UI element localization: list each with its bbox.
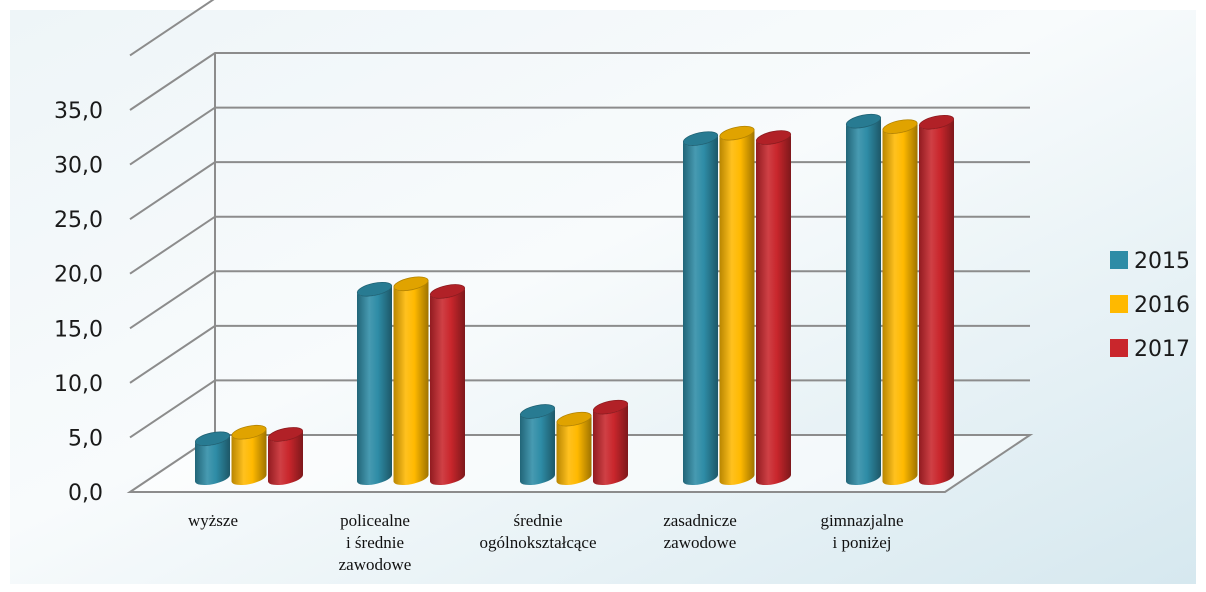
bar-top: [918, 114, 955, 130]
bar-2017-1: [429, 284, 466, 486]
bar-top: [755, 130, 792, 145]
bar-top: [592, 399, 629, 415]
bar-top: [393, 276, 429, 292]
y-tick-label: 5,0: [68, 426, 103, 451]
bar-2017-4: [918, 114, 955, 486]
bar-2017-2: [592, 399, 629, 486]
bar-2016-4: [882, 119, 918, 486]
y-tick-label: 10,0: [54, 372, 103, 397]
bar-2017-3: [755, 130, 792, 486]
bar-2016-1: [393, 276, 429, 486]
y-tick-label: 15,0: [54, 317, 103, 342]
legend-label: 2015: [1134, 249, 1190, 274]
bar-body: [719, 129, 755, 486]
bar-2016-3: [719, 125, 755, 486]
bar-top: [231, 424, 267, 440]
legend-swatch: [1110, 251, 1128, 269]
bar-2017-0: [267, 427, 304, 486]
x-category-label: zawodowe: [664, 533, 737, 552]
y-tick-label: 20,0: [54, 263, 103, 288]
bar-body: [520, 408, 556, 486]
bar-top: [519, 404, 556, 419]
x-category-label: zawodowe: [339, 555, 412, 574]
bar-body: [556, 415, 592, 486]
x-category-label: ogólnokształcące: [479, 533, 596, 552]
x-category-label: policealne: [340, 511, 410, 530]
bar-body: [593, 403, 629, 486]
y-tick-label: 25,0: [54, 208, 103, 233]
legend-label: 2016: [1134, 293, 1190, 318]
bar-top: [882, 119, 918, 134]
x-category-label: i poniżej: [832, 533, 891, 552]
bar-2015-0: [194, 431, 231, 486]
bar-body: [756, 134, 792, 486]
bar-body: [683, 135, 719, 486]
x-axis-categories: wyższe policealne i średnie zawodowe średnie…: [188, 511, 904, 574]
bar-body: [195, 435, 231, 486]
x-category-label: zasadnicze: [663, 511, 737, 530]
bar-body: [919, 118, 955, 486]
legend-swatch: [1110, 295, 1128, 313]
bar-body: [846, 117, 882, 486]
chart-background: [10, 10, 1196, 584]
bar-2015-4: [845, 113, 882, 486]
gridline: [129, 52, 1030, 111]
bar-body: [357, 285, 393, 486]
bar-2015-2: [519, 404, 556, 486]
legend-label: 2017: [1134, 337, 1190, 362]
bar-top: [356, 281, 393, 297]
bar-top: [194, 431, 231, 447]
bars: [194, 113, 955, 486]
bar-2016-2: [556, 411, 592, 486]
x-category-label: gimnazjalne: [820, 511, 903, 530]
gridline: [129, 0, 215, 57]
y-tick-label: 35,0: [54, 99, 103, 124]
bar-body: [231, 428, 267, 486]
x-category-label: i średnie: [346, 533, 404, 552]
bar-top: [845, 113, 882, 129]
legend-item-2017: 2017: [1110, 337, 1190, 362]
bar-body: [393, 280, 429, 486]
bar-body: [430, 287, 466, 486]
bar-2015-1: [356, 281, 393, 486]
x-category-label: wyższe: [188, 511, 238, 530]
legend: 2015 2016 2017: [1110, 249, 1190, 362]
bar-2016-0: [231, 424, 267, 486]
bar-body: [268, 430, 304, 486]
bar-top: [682, 131, 719, 146]
gridline: [129, 106, 1030, 166]
bar-top: [719, 125, 755, 141]
y-tick-label: 0,0: [68, 481, 103, 506]
bar-top: [429, 284, 466, 299]
y-axis-ticks: 0,0 5,0 10,0 15,0 20,0 25,0 30,0 35,0: [54, 99, 103, 506]
bar-2015-3: [682, 131, 719, 486]
legend-item-2015: 2015: [1110, 249, 1190, 274]
y-tick-label: 30,0: [54, 154, 103, 179]
legend-swatch: [1110, 339, 1128, 357]
bar-top: [267, 427, 304, 442]
bar-body: [882, 123, 918, 486]
bar-top: [556, 411, 592, 427]
x-category-label: średnie: [513, 511, 562, 530]
legend-item-2016: 2016: [1110, 293, 1190, 318]
